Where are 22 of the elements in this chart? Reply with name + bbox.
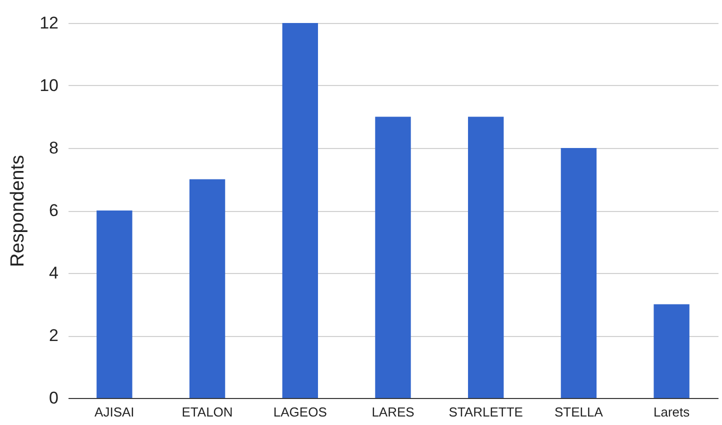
y-axis-title: Respondents — [8, 155, 29, 267]
x-tick-label: STARLETTE — [448, 404, 524, 420]
bar — [468, 116, 504, 398]
bar — [560, 148, 597, 398]
bar — [282, 23, 318, 398]
bar — [96, 210, 132, 398]
x-tick-label: Larets — [654, 404, 690, 420]
x-tick-label: AJISAI — [94, 404, 134, 420]
y-tick-label: 4 — [49, 264, 58, 282]
bar — [654, 304, 690, 398]
bar — [189, 179, 226, 398]
x-tick-label: LARES — [372, 404, 415, 420]
x-tick-label: LAGEOS — [273, 404, 328, 420]
bar — [375, 116, 411, 398]
y-tick-label: 10 — [40, 76, 58, 95]
y-tick-label: 8 — [49, 138, 58, 158]
x-tick-label: ETALON — [182, 404, 233, 420]
y-tick-label: 12 — [40, 14, 58, 32]
y-tick-label: 2 — [49, 326, 58, 345]
y-tick-label: 6 — [49, 201, 58, 220]
y-tick-label: 0 — [49, 388, 58, 408]
x-tick-label: STELLA — [554, 404, 604, 420]
